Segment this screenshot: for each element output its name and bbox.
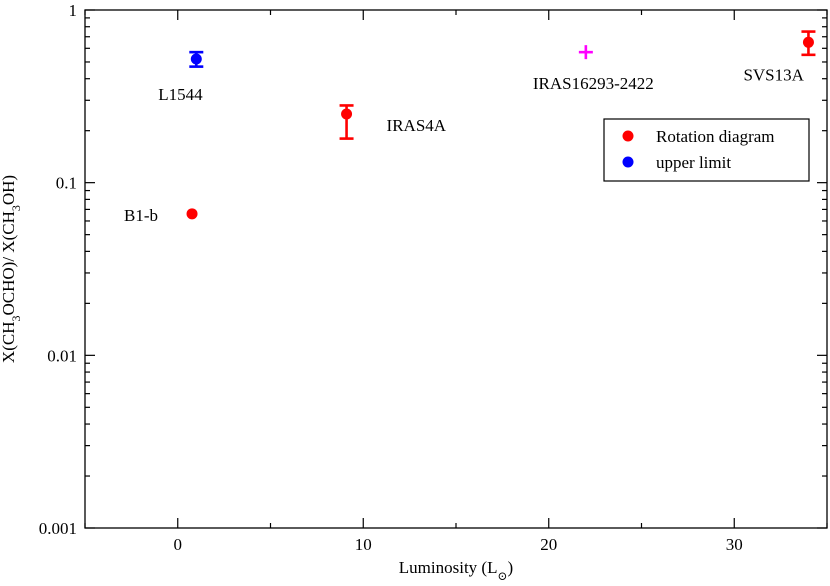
data-points xyxy=(186,30,816,220)
point-label-l1544: L1544 xyxy=(158,85,203,104)
legend-box xyxy=(603,118,810,182)
x-tick-label: 0 xyxy=(174,535,183,554)
point-label-iras16293-2422: IRAS16293-2422 xyxy=(533,74,654,93)
y-tick-label: 1 xyxy=(69,1,78,20)
point-l1544 xyxy=(190,53,202,65)
point-b1-b xyxy=(186,208,198,220)
y-tick-label: 0.01 xyxy=(47,346,77,365)
legend-marker-rotation-diagram xyxy=(622,130,634,142)
legend: Rotation diagram upper limit xyxy=(603,118,810,182)
tick-labels: 0 10 20 30 0.001 0.01 0.1 1 xyxy=(39,1,743,554)
legend-marker-upper-limit xyxy=(622,156,634,168)
y-axis-title: X(CH3OCHO)/ X(CH3OH) xyxy=(0,175,23,363)
point-label-iras4a: IRAS4A xyxy=(387,116,447,135)
legend-label-upper-limit: upper limit xyxy=(656,153,731,172)
point-labels: L1544 B1-b IRAS4A IRAS16293-2422 SVS13A xyxy=(124,65,805,225)
y-tick-label: 0.1 xyxy=(56,174,77,193)
y-tick-label: 0.001 xyxy=(39,519,77,538)
x-tick-label: 20 xyxy=(540,535,557,554)
x-tick-label: 10 xyxy=(355,535,372,554)
x-tick-label: 30 xyxy=(726,535,743,554)
legend-label-rotation-diagram: Rotation diagram xyxy=(656,127,775,146)
point-label-svs13a: SVS13A xyxy=(743,65,804,84)
axis-ticks xyxy=(84,9,828,529)
point-label-b1-b: B1-b xyxy=(124,206,158,225)
point-svs13a xyxy=(802,36,814,48)
x-axis-title: Luminosity (L⊙) xyxy=(399,558,513,583)
point-iras4a xyxy=(341,108,353,120)
